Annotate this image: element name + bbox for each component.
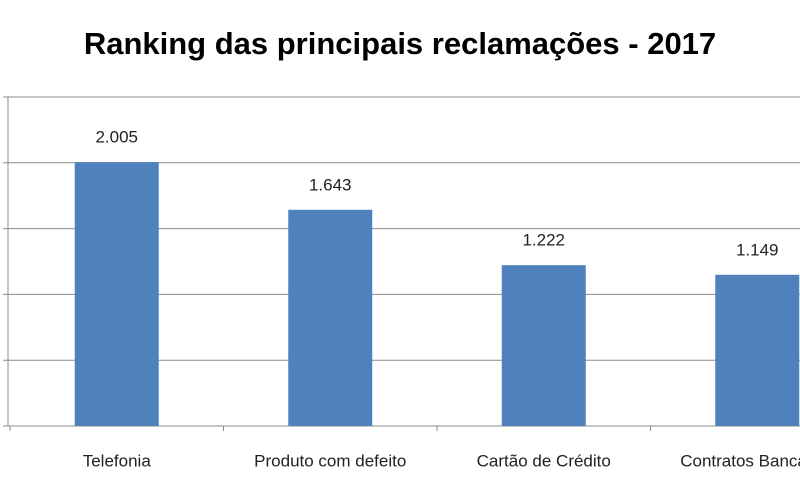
x-tick-label: Contratos Bancários bbox=[680, 451, 800, 470]
x-tick-label: Cartão de Crédito bbox=[477, 451, 611, 470]
bar bbox=[288, 209, 373, 426]
value-label: 1.643 bbox=[309, 175, 352, 194]
value-label: 1.149 bbox=[736, 240, 779, 259]
value-label: 2.005 bbox=[95, 128, 138, 147]
value-label: 1.222 bbox=[522, 231, 565, 250]
x-tick-label: Produto com defeito bbox=[254, 451, 406, 470]
chart-title: Ranking das principais reclamações - 201… bbox=[84, 26, 716, 61]
bar bbox=[501, 265, 586, 426]
x-tick-label: Telefonia bbox=[83, 451, 152, 470]
bar bbox=[74, 162, 159, 426]
bar bbox=[715, 274, 800, 426]
